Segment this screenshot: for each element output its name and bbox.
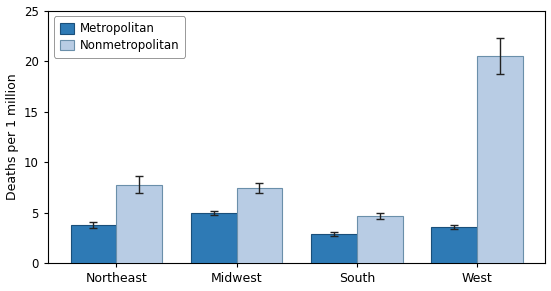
- Bar: [236, 188, 282, 263]
- Bar: [116, 184, 162, 263]
- Bar: [357, 216, 403, 263]
- Bar: [191, 213, 236, 263]
- Bar: [431, 227, 477, 263]
- Bar: [71, 225, 116, 263]
- Legend: Metropolitan, Nonmetropolitan: Metropolitan, Nonmetropolitan: [54, 17, 186, 58]
- Bar: [311, 234, 357, 263]
- Y-axis label: Deaths per 1 million: Deaths per 1 million: [6, 74, 19, 200]
- Bar: [477, 56, 523, 263]
